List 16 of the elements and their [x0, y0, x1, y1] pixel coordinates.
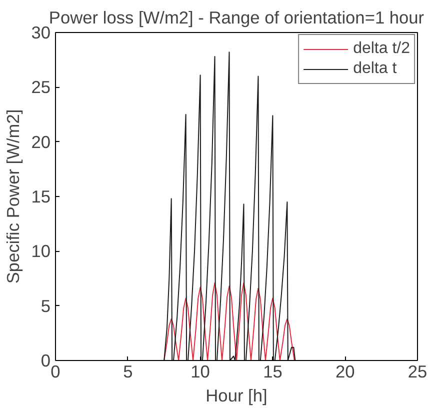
y-tick-label: 10	[31, 241, 51, 262]
y-tick-label: 30	[31, 22, 51, 42]
x-tick-label: 15	[263, 362, 282, 382]
y-axis-title: Specific Power [W/m2]	[3, 109, 24, 284]
legend-label: delta t/2	[353, 40, 410, 58]
legend-label: delta t	[353, 60, 397, 78]
y-tick-label: 25	[31, 77, 51, 98]
x-tick-label: 5	[123, 362, 133, 382]
x-tick-label: 20	[335, 362, 355, 382]
chart-title: Power loss [W/m2] - Range of orientation=1 hour	[48, 8, 424, 28]
x-axis-title: Hour [h]	[206, 386, 268, 406]
x-tick-label: 10	[190, 362, 210, 382]
x-tick-label: 25	[408, 362, 428, 382]
y-tick-label: 20	[31, 132, 51, 152]
y-tick-label: 5	[40, 296, 51, 316]
y-tick-label: 15	[31, 186, 51, 206]
